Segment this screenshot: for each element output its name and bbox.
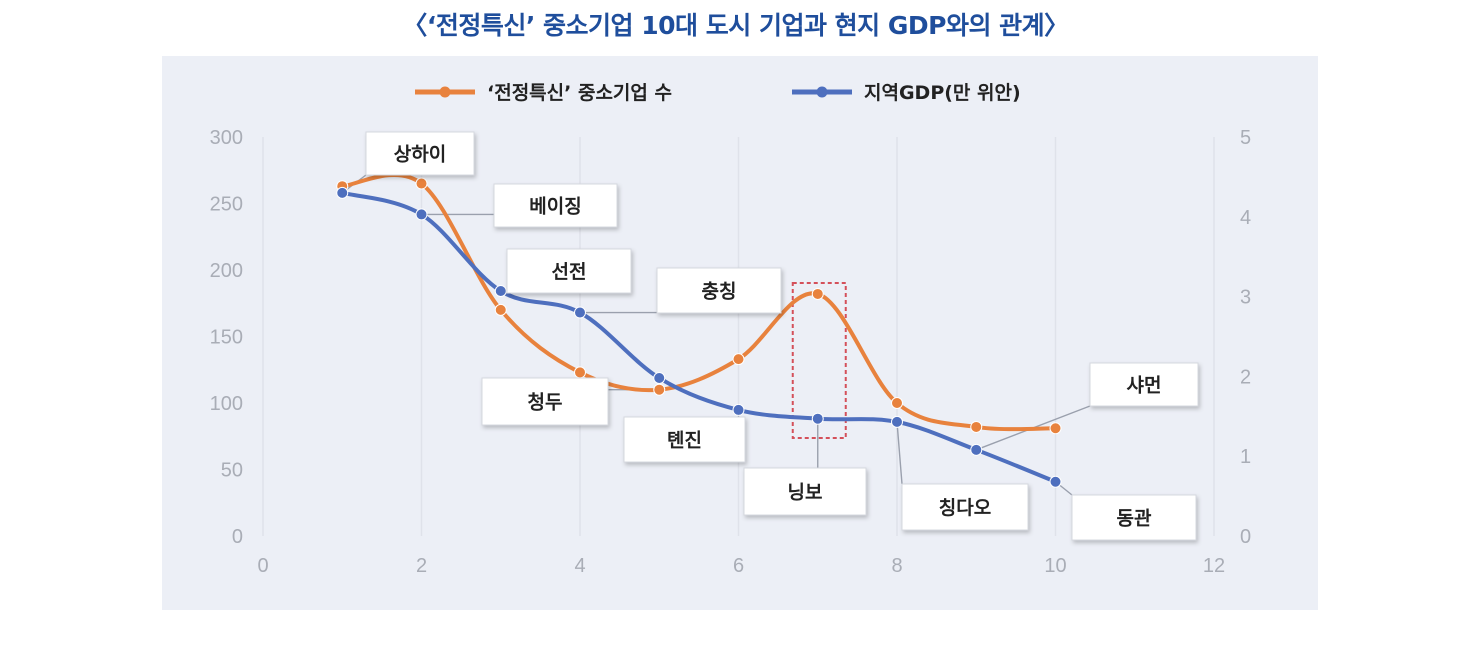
series-1-point-3 [494, 303, 507, 316]
callout-box [506, 248, 632, 294]
series-1-line [340, 172, 1058, 432]
highlight-rect [791, 282, 847, 439]
gridlines [262, 137, 1215, 536]
chart-title: 〈‘전정특신’ 중소기업 10대 도시 기업과 현지 GDP와의 관계〉 [402, 11, 1069, 40]
y-left-tick-100: 100 [210, 393, 243, 415]
y-left-tick-250: 250 [210, 194, 243, 216]
y-left-tick-150: 150 [210, 327, 243, 349]
highlight-box [791, 282, 847, 439]
y-right-tick-2: 2 [1240, 366, 1251, 388]
x-tick-6: 6 [733, 555, 744, 577]
x-tick-4: 4 [574, 555, 585, 577]
legend-marker-1 [439, 86, 451, 98]
callout-label: 샤먼 [1127, 375, 1162, 397]
callout-5: 청두 [481, 377, 609, 426]
callout-10: 동관 [1071, 494, 1197, 541]
callout-2: 베이징 [493, 183, 618, 228]
callout-3: 선전 [506, 248, 632, 294]
callout-label: 상하이 [394, 144, 446, 166]
y-right-tick-1: 1 [1240, 446, 1251, 468]
callout-label: 닝보 [788, 482, 823, 504]
series-2 [336, 186, 1062, 488]
series-1-point-10 [1049, 422, 1062, 435]
series-2-point-7 [811, 412, 824, 425]
series-1-point-9 [970, 420, 983, 433]
series-2-point-3 [494, 285, 507, 298]
y-left-tick-50: 50 [221, 460, 243, 482]
callout-box [623, 416, 746, 463]
series-2-point-5 [653, 371, 666, 384]
callout-8: 칭다오 [901, 483, 1029, 531]
callout-label: 동관 [1117, 508, 1152, 530]
y-right-tick-4: 4 [1240, 207, 1251, 229]
series-2-point-1 [336, 186, 349, 199]
callout-box [743, 467, 867, 516]
callout-6: 톈진 [623, 416, 746, 463]
series-1-point-6 [732, 353, 745, 366]
series-2-point-8 [891, 415, 903, 428]
series-2-point-10 [1049, 475, 1062, 488]
callout-box [1071, 494, 1197, 541]
callout-label: 청두 [528, 392, 563, 414]
legend-marker-2 [816, 86, 828, 98]
y-left-tick-300: 300 [210, 127, 243, 149]
legend-label-2: 지역GDP(만 위안) [864, 82, 1021, 104]
legend-label-1: ‘전정특신’ 중소기업 수 [487, 82, 672, 104]
callout-7: 닝보 [743, 467, 867, 516]
callout-box [1089, 362, 1199, 407]
y-right-tick-5: 5 [1240, 127, 1251, 149]
y-left-tick-0: 0 [232, 526, 243, 548]
y-right-tick-0: 0 [1240, 526, 1251, 548]
callout-box [481, 377, 609, 426]
callout-9: 샤먼 [1089, 362, 1199, 407]
y-right-tick-3: 3 [1240, 287, 1251, 309]
callout-label: 칭다오 [939, 497, 991, 519]
series-1 [336, 172, 1062, 435]
series-1-point-5 [653, 383, 666, 396]
callout-label: 선전 [552, 261, 587, 283]
callout-box [656, 267, 782, 314]
series-1-point-7 [811, 287, 824, 300]
x-tick-10: 10 [1044, 555, 1066, 577]
callout-1: 상하이 [365, 131, 475, 176]
callout-box [901, 483, 1029, 531]
y-left-tick-200: 200 [210, 260, 243, 282]
series-2-point-9 [970, 443, 983, 456]
series-2-point-4 [574, 306, 586, 319]
callout-leader-8 [896, 421, 903, 485]
series-1-point-2 [415, 177, 428, 190]
series-2-point-2 [415, 208, 428, 221]
callout-box [365, 131, 475, 176]
x-tick-0: 0 [257, 555, 268, 577]
x-tick-12: 12 [1203, 555, 1225, 577]
callout-4: 충칭 [656, 267, 782, 314]
x-tick-8: 8 [891, 555, 902, 577]
callout-label: 충칭 [702, 281, 737, 303]
series-layer [336, 172, 1062, 488]
series-2-point-6 [732, 403, 745, 416]
callout-label: 톈진 [667, 430, 702, 452]
legend: ‘전정특신’ 중소기업 수 지역GDP(만 위안) [415, 82, 1021, 104]
callout-box [493, 183, 618, 228]
series-1-point-8 [891, 397, 903, 409]
callout-label: 베이징 [529, 196, 581, 218]
series-1-point-4 [574, 366, 586, 379]
x-tick-2: 2 [416, 555, 427, 577]
series-2-line [340, 190, 1058, 484]
